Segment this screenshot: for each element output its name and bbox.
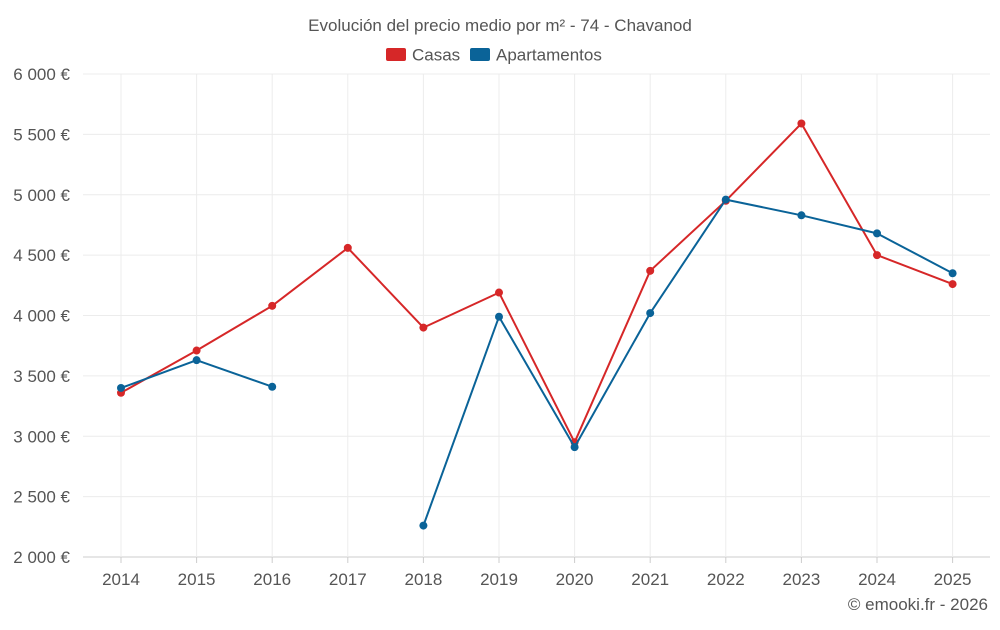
- y-tick-label: 5 000 €: [13, 186, 70, 205]
- data-point-apartamentos-2022[interactable]: [721, 195, 730, 204]
- x-tick-label: 2020: [556, 570, 594, 589]
- x-tick-label: 2016: [253, 570, 291, 589]
- x-tick-label: 2014: [102, 570, 140, 589]
- legend-item-apartamentos[interactable]: Apartamentos: [470, 46, 602, 65]
- series: [117, 119, 957, 530]
- data-point-casas-2017[interactable]: [343, 243, 352, 252]
- data-point-apartamentos-2023[interactable]: [797, 211, 806, 220]
- x-tick-label: 2015: [178, 570, 216, 589]
- legend-swatch-apartamentos: [470, 48, 490, 61]
- data-point-casas-2019[interactable]: [495, 288, 503, 297]
- y-tick-label: 6 000 €: [13, 65, 70, 84]
- x-tick-label: 2024: [858, 570, 896, 589]
- y-tick-label: 2 500 €: [13, 488, 70, 507]
- legend: Casas Apartamentos: [386, 46, 602, 65]
- data-point-apartamentos-2021[interactable]: [646, 309, 655, 318]
- x-tick-label: 2022: [707, 570, 745, 589]
- data-point-casas-2018[interactable]: [419, 323, 428, 332]
- x-tick-label: 2021: [631, 570, 669, 589]
- y-tick-label: 3 500 €: [13, 367, 70, 386]
- x-tick-label: 2019: [480, 570, 518, 589]
- data-point-casas-2016[interactable]: [268, 301, 277, 310]
- y-tick-label: 4 000 €: [13, 307, 70, 326]
- data-point-casas-2025[interactable]: [948, 280, 957, 289]
- x-tick-label: 2025: [934, 570, 972, 589]
- legend-label-casas: Casas: [412, 46, 460, 65]
- data-point-apartamentos-2019[interactable]: [495, 312, 503, 321]
- legend-item-casas[interactable]: Casas: [386, 46, 460, 65]
- y-tick-label: 5 500 €: [13, 125, 70, 144]
- x-tick-label: 2018: [404, 570, 442, 589]
- legend-label-apartamentos: Apartamentos: [496, 46, 602, 65]
- axes: 2 000 € 2 500 € 3 000 € 3 500 € 4 000 € 4 500…: [13, 65, 971, 589]
- series-casas: [117, 119, 957, 447]
- data-point-apartamentos-2025[interactable]: [948, 269, 957, 278]
- data-point-apartamentos-2014[interactable]: [117, 383, 125, 392]
- chart-title: Evolución del precio medio por m² - 74 -…: [308, 16, 692, 35]
- grid: [83, 73, 990, 558]
- series-apartamentos: [117, 195, 957, 530]
- y-tick-label: 3 000 €: [13, 427, 70, 446]
- data-point-apartamentos-2018[interactable]: [419, 521, 428, 530]
- data-point-casas-2021[interactable]: [646, 266, 655, 275]
- data-point-casas-2024[interactable]: [873, 251, 881, 260]
- data-point-apartamentos-2016[interactable]: [268, 382, 277, 391]
- series-line-apartamentos: [422, 198, 954, 527]
- copyright-footer: © emooki.fr - 2026: [848, 595, 988, 614]
- data-point-apartamentos-2024[interactable]: [873, 229, 881, 238]
- data-point-apartamentos-2015[interactable]: [192, 356, 201, 365]
- y-tick-label: 4 500 €: [13, 246, 70, 265]
- data-point-casas-2015[interactable]: [192, 346, 201, 355]
- series-line-casas: [120, 122, 954, 444]
- y-tick-label: 2 000 €: [13, 548, 70, 567]
- data-point-apartamentos-2020[interactable]: [570, 443, 579, 452]
- data-point-casas-2023[interactable]: [797, 119, 806, 128]
- x-tick-label: 2017: [329, 570, 367, 589]
- x-tick-label: 2023: [782, 570, 820, 589]
- legend-swatch-casas: [386, 48, 406, 61]
